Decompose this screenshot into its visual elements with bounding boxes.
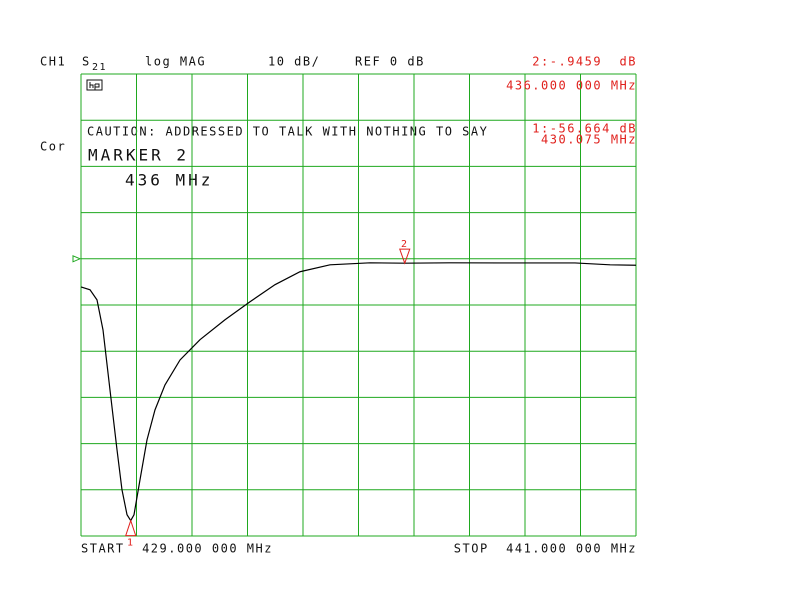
- trace: [80, 262, 637, 522]
- marker-freq-readout: 430.075 MHz: [541, 133, 637, 147]
- parameter: S: [82, 55, 91, 69]
- message: CAUTION: ADDRESSED TO TALK WITH NOTHING …: [87, 125, 488, 139]
- logo-glyph: [89, 82, 100, 90]
- marker: [125, 519, 137, 537]
- reference: REF 0 dB: [355, 55, 425, 69]
- marker-number: 2: [401, 239, 409, 250]
- start: START 429.000 000 MHz: [81, 542, 273, 556]
- channel: CH1: [40, 55, 66, 69]
- parameter-sub: 21: [92, 62, 107, 73]
- marker: [399, 248, 411, 265]
- hp-logo: [86, 79, 103, 91]
- marker-number: 1: [127, 538, 135, 549]
- correction: Cor: [40, 140, 66, 154]
- format: log MAG: [145, 55, 206, 69]
- marker-freq-readout: 436.000 000 MHz: [506, 79, 637, 93]
- active-marker: MARKER 2: [88, 146, 189, 165]
- marker-value-readout: 1:-56.664 dB: [532, 122, 637, 136]
- stop: STOP 441.000 000 MHz: [454, 542, 637, 556]
- scale: 10 dB/: [268, 55, 320, 69]
- active-marker-freq: 436 MHz: [125, 171, 213, 190]
- reference-pointer: [72, 255, 82, 263]
- marker-value-readout: 2:-.9459 dB: [532, 55, 637, 69]
